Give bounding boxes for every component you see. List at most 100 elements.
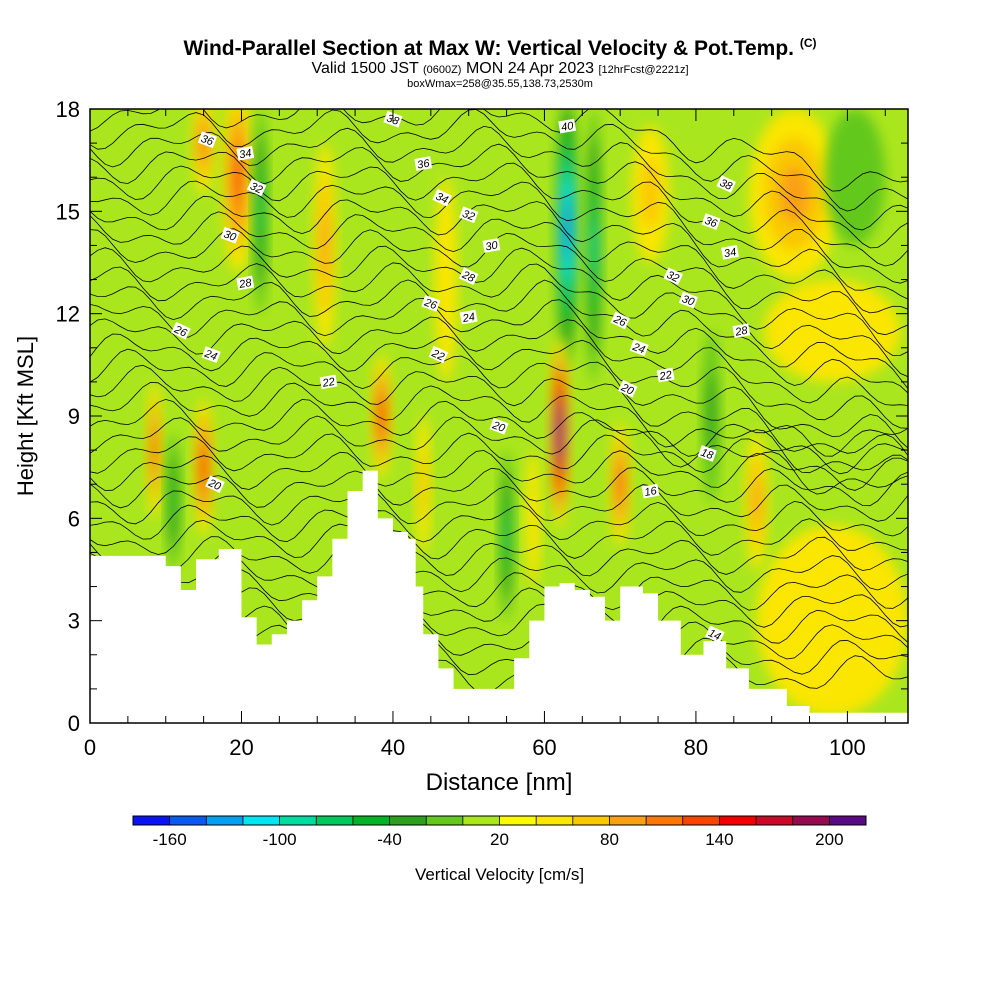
w-feature-22 (824, 109, 886, 246)
valid-time: Valid 1500 JST (311, 60, 419, 77)
theta-line (90, 364, 908, 456)
w-feature-12 (748, 109, 840, 280)
colorbar-tick-label: -160 (153, 830, 187, 849)
w-feature-20 (165, 433, 181, 570)
theta-label-bg (610, 311, 630, 330)
theta-label-bg (236, 146, 255, 161)
colorbar-swatch (536, 816, 574, 825)
theta-label: 36 (701, 213, 721, 231)
w-level (764, 279, 901, 382)
x-tick-label: 0 (84, 735, 96, 760)
theta-label-text: 18 (699, 447, 715, 463)
theta-line (90, 279, 908, 389)
w-level (756, 525, 908, 717)
theta-line (90, 262, 908, 378)
theta-label-bg (701, 213, 721, 230)
theta-label-bg (716, 175, 737, 193)
theta-label-text: 32 (248, 180, 264, 196)
theta-label-text: 36 (416, 157, 431, 171)
theta-label-bg (617, 379, 638, 398)
theta-line (90, 297, 908, 394)
theta-label-bg (458, 267, 479, 285)
theta-label-text: 28 (733, 325, 749, 339)
theta-label: 20 (205, 475, 225, 494)
colorbar-swatch (242, 816, 281, 825)
theta-label-bg (663, 267, 683, 285)
theta-label-text: 34 (434, 191, 450, 207)
theta-label-text: 32 (461, 208, 477, 223)
w-feature-1 (549, 337, 570, 529)
y-tick-label: 12 (56, 302, 80, 327)
colorbar-swatch (609, 816, 647, 825)
colorbar-tick-label: 20 (490, 830, 509, 849)
theta-label-text: 22 (658, 369, 673, 383)
title-copyright: (C) (799, 36, 817, 50)
colorbar-swatch (279, 816, 317, 825)
theta-label: 30 (678, 291, 698, 309)
theta-line (90, 450, 908, 491)
w-level (201, 455, 206, 479)
theta-label: 24 (629, 339, 649, 357)
theta-label: 34 (236, 146, 255, 161)
theta-line (90, 467, 908, 509)
theta-line (90, 195, 908, 300)
w-feature-17 (756, 525, 908, 717)
theta-line (90, 536, 908, 577)
theta-label-text: 20 (206, 477, 224, 494)
axis-ticks (89, 108, 908, 724)
y-axis-label: Height [Kft MSL] (13, 336, 38, 496)
theta-label-bg (721, 244, 739, 260)
w-level (779, 165, 810, 223)
w-feature-18 (745, 433, 768, 570)
theta-label-text: 34 (238, 147, 252, 161)
theta-label: 36 (414, 156, 433, 172)
colorbar-tick-label: -100 (263, 830, 297, 849)
w-level (558, 424, 561, 442)
w-level (641, 160, 660, 229)
theta-label-bg (205, 475, 225, 494)
theta-label: 32 (459, 206, 479, 223)
chart-title: Wind-Parallel Section at Max W: Vertical… (0, 36, 1000, 61)
theta-label-bg (459, 309, 478, 325)
x-axis-label: Distance [nm] (426, 769, 573, 796)
theta-line (90, 484, 908, 526)
colorbar-tick-label: 200 (815, 830, 843, 849)
theta-line (90, 162, 908, 267)
title-main-text: Wind-Parallel Section at Max W: Vertical… (183, 37, 794, 60)
w-feature-16 (631, 126, 670, 263)
theta-label: 30 (220, 226, 240, 244)
theta-label-text: 30 (222, 228, 238, 244)
colorbar-swatch (792, 816, 830, 825)
theta-line (90, 245, 908, 357)
theta-label-text: 22 (429, 347, 446, 363)
theta-label: 22 (656, 367, 675, 383)
theta-line (90, 211, 908, 314)
theta-label: 34 (721, 244, 739, 260)
theta-line (90, 125, 908, 231)
theta-label: 24 (201, 346, 221, 363)
colorbar-label: Vertical Velocity [cm/s] (415, 865, 584, 884)
theta-label: 20 (617, 379, 638, 398)
colorbar-swatch (499, 816, 537, 825)
theta-label-text: 28 (459, 269, 477, 286)
theta-label-bg (236, 275, 255, 291)
w-level (419, 450, 428, 519)
theta-line (90, 348, 908, 449)
theta-label: 22 (428, 345, 449, 364)
theta-line (90, 432, 908, 475)
w-feature-19 (415, 416, 431, 553)
w-level (824, 109, 886, 246)
theta-label: 28 (458, 267, 479, 286)
theta-label-bg (629, 339, 649, 357)
theta-label: 26 (610, 311, 630, 330)
w-level (525, 450, 541, 587)
x-tick-label: 20 (229, 735, 253, 760)
x-tick-label: 60 (532, 735, 556, 760)
theta-label: 14 (705, 625, 725, 643)
colorbar-swatch (389, 816, 427, 825)
theta-label: 28 (236, 275, 255, 291)
box-info: boxWmax=258@35.55,138.73,2530m (407, 78, 593, 90)
theta-line (90, 518, 908, 560)
w-feature-9 (252, 109, 268, 314)
